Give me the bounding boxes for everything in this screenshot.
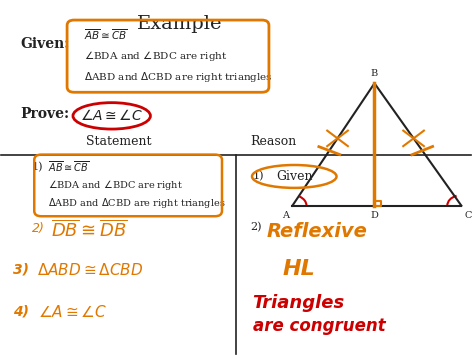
- Text: $\angle$BDA and $\angle$BDC are right: $\angle$BDA and $\angle$BDC are right: [83, 49, 227, 63]
- Text: 3): 3): [13, 262, 29, 276]
- Text: 1): 1): [253, 171, 264, 182]
- Text: Reflexive: Reflexive: [266, 222, 367, 241]
- Text: 4): 4): [13, 304, 29, 318]
- Text: Example: Example: [137, 16, 222, 33]
- Text: $\Delta ABD \cong \Delta CBD$: $\Delta ABD \cong \Delta CBD$: [36, 262, 143, 278]
- Text: $\overline{AB} \cong \overline{CB}$: $\overline{AB} \cong \overline{CB}$: [83, 27, 128, 42]
- Text: 2): 2): [250, 222, 262, 233]
- Text: 1): 1): [32, 162, 44, 172]
- Text: Reason: Reason: [250, 135, 297, 148]
- Text: $\Delta$ABD and $\Delta$CBD are right triangles: $\Delta$ABD and $\Delta$CBD are right tr…: [48, 196, 226, 210]
- Text: $\angle$BDA and $\angle$BDC are right: $\angle$BDA and $\angle$BDC are right: [48, 178, 183, 192]
- Text: A: A: [282, 211, 289, 220]
- Text: $\overline{AB} \cong \overline{CB}$: $\overline{AB} \cong \overline{CB}$: [48, 159, 90, 174]
- Text: Given:: Given:: [20, 37, 70, 51]
- Text: HL: HL: [283, 259, 316, 279]
- Text: 2): 2): [32, 222, 45, 235]
- Text: $\overline{DB} \cong \overline{DB}$: $\overline{DB} \cong \overline{DB}$: [51, 219, 127, 240]
- Text: $\Delta$ABD and $\Delta$CBD are right triangles: $\Delta$ABD and $\Delta$CBD are right tr…: [83, 70, 273, 84]
- Text: $\angle A \cong \angle C$: $\angle A \cong \angle C$: [38, 304, 107, 321]
- Text: are congruent: are congruent: [253, 317, 385, 335]
- Text: Triangles: Triangles: [253, 294, 345, 312]
- Text: Statement: Statement: [86, 135, 152, 148]
- Text: D: D: [371, 211, 378, 220]
- Text: Given: Given: [276, 170, 312, 183]
- Text: C: C: [465, 211, 472, 220]
- Text: Prove:: Prove:: [20, 107, 69, 121]
- Text: B: B: [371, 69, 378, 78]
- Text: $\angle A \cong \angle C$: $\angle A \cong \angle C$: [80, 108, 143, 123]
